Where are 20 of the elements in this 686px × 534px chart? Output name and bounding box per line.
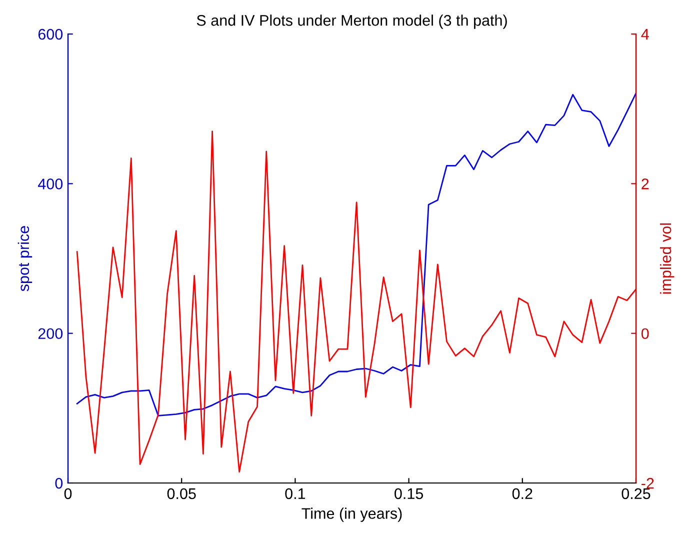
y-tick-label: 400 — [38, 178, 63, 190]
x-tick-label: 0.05 — [167, 488, 196, 500]
y-tick-label: 0 — [55, 478, 63, 489]
x-tick-label: 0.15 — [394, 488, 424, 500]
x-tick-label: 0.25 — [622, 488, 650, 500]
line-series — [76, 92, 636, 416]
y-axis-title: spot price — [18, 226, 32, 292]
line-series — [76, 130, 636, 472]
y-tick-label: 600 — [38, 28, 63, 40]
y-tick-label: 200 — [38, 328, 63, 340]
y2-tick-label: 2 — [642, 178, 649, 190]
x-tick-label: 0.2 — [512, 488, 532, 500]
chart-title: S and IV Plots under Merton model (3 th path) — [196, 14, 507, 29]
y2-axis-title: implied vol — [660, 223, 674, 294]
y2-tick-label: -2 — [642, 478, 654, 489]
x-axis-title: Time (in years) — [302, 508, 402, 522]
y2-tick-label: 4 — [641, 29, 649, 40]
x-tick-label: 0 — [64, 488, 72, 500]
y2-tick-label: 0 — [641, 328, 649, 340]
x-tick-label: 0.1 — [285, 488, 306, 500]
